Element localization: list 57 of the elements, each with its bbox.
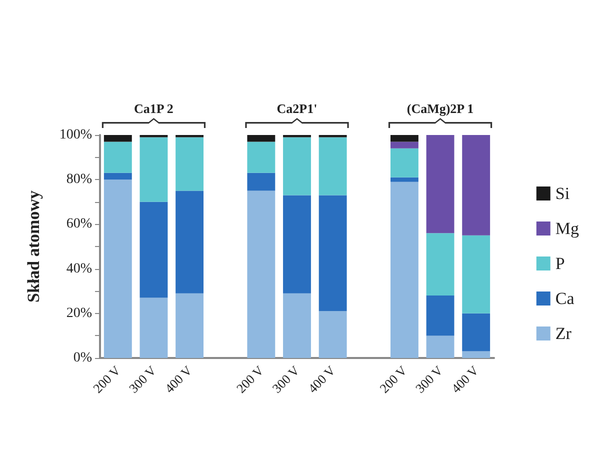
- bar: [318, 195, 347, 312]
- bar: [318, 311, 347, 358]
- bar: [283, 137, 311, 196]
- x-tick-label: 300 V: [269, 362, 303, 396]
- x-tick-label: 200 V: [376, 362, 410, 396]
- bar: [247, 135, 276, 142]
- y-tick-label: 80%: [66, 172, 92, 188]
- bar: [462, 235, 490, 314]
- bar: [426, 135, 454, 234]
- legend-label: Ca: [555, 289, 575, 308]
- bar: [140, 298, 168, 358]
- x-tick-label: 400 V: [304, 362, 339, 396]
- y-tick-label: 60%: [66, 216, 92, 232]
- bar: [318, 137, 347, 196]
- bar: [390, 148, 418, 178]
- legend-label: Mg: [555, 219, 580, 238]
- text: Ca1P 2: [134, 101, 174, 116]
- bar: [462, 351, 490, 358]
- legend-label: P: [555, 254, 565, 273]
- bar: [104, 135, 132, 142]
- bar: [140, 137, 168, 202]
- bar: [390, 135, 418, 142]
- text: (CaMg)2P 1: [406, 101, 474, 116]
- bar: [426, 296, 454, 336]
- x-tick-label: 300 V: [412, 362, 446, 396]
- bar: [283, 195, 311, 294]
- y-axis-title: Skład atomowy: [24, 190, 43, 302]
- x-tick-label: 200 V: [233, 362, 267, 396]
- y-tick-label: 20%: [66, 306, 92, 321]
- bar: [104, 172, 132, 180]
- bar: [390, 177, 418, 182]
- bar: [104, 142, 132, 173]
- y-tick-label: 0%: [73, 350, 92, 366]
- bar: [104, 180, 132, 358]
- bar: [176, 137, 204, 191]
- legend-label: Si: [555, 184, 570, 203]
- bar: [283, 293, 311, 358]
- bar: [140, 202, 168, 298]
- text: Ca2P1': [276, 101, 318, 116]
- bar: [247, 190, 276, 358]
- bar: [426, 336, 454, 358]
- bar: [390, 182, 418, 358]
- bar: [462, 313, 490, 352]
- x-tick-label: 400 V: [162, 362, 196, 396]
- legend-label: Zr: [555, 324, 572, 343]
- bar: [176, 293, 204, 358]
- bar: [247, 172, 276, 191]
- x-tick-label: 400 V: [448, 362, 482, 396]
- y-tick-label: 40%: [66, 261, 92, 276]
- x-tick-label: 300 V: [126, 362, 160, 396]
- x-tick-label: 200 V: [90, 362, 124, 396]
- bar: [176, 190, 204, 294]
- bar: [390, 142, 418, 148]
- bar: [462, 135, 490, 236]
- bar: [426, 233, 454, 296]
- bar: [247, 142, 276, 173]
- y-tick-label: 100%: [59, 128, 92, 142]
